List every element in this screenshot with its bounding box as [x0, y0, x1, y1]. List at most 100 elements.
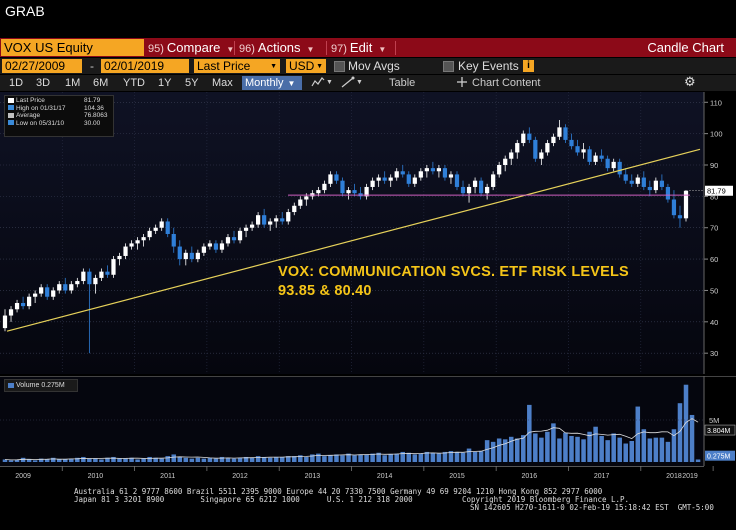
y-tick-label: 110	[710, 98, 722, 107]
volume-bar	[623, 443, 628, 462]
edit-number: 97)	[331, 43, 347, 55]
volume-bar	[533, 433, 538, 462]
volume-bar	[352, 455, 357, 462]
menu-divider	[326, 41, 327, 55]
range-3d[interactable]: 3D	[36, 77, 51, 89]
price-field-select[interactable]: Last Price ▼	[194, 59, 280, 73]
volume-bar	[460, 452, 466, 462]
volume-bar	[400, 451, 406, 462]
currency-select[interactable]: USD ▼	[286, 59, 326, 73]
chart-content-button[interactable]: Chart Content	[472, 77, 541, 89]
candle-body	[268, 221, 273, 225]
volume-bar	[689, 414, 695, 462]
volume-background	[0, 376, 704, 466]
range-max[interactable]: Max	[212, 77, 233, 89]
range-1m[interactable]: 1M	[65, 77, 81, 89]
candle-body	[382, 177, 387, 181]
mov-avgs-checkbox[interactable]	[334, 61, 345, 72]
draw-tool-icon[interactable]	[341, 76, 355, 92]
volume-bar	[629, 441, 635, 462]
volume-bar	[551, 423, 556, 462]
candle-body	[249, 224, 255, 228]
x-axis: 2009 2010 2011 2012 2013 2014 2015 2016 2017 2018…	[0, 466, 736, 486]
volume-bar	[273, 456, 279, 462]
candle-body	[201, 246, 206, 253]
range-ytd[interactable]: YTD	[123, 77, 145, 89]
ticker-field[interactable]: VOX US Equity	[1, 39, 144, 56]
volume-bar	[514, 438, 520, 462]
candle-body	[195, 252, 200, 260]
table-button[interactable]: Table	[389, 77, 416, 89]
actions-number: 96)	[239, 43, 255, 55]
volume-bar	[292, 456, 297, 462]
volume-bar	[539, 437, 544, 462]
volume-bar	[147, 456, 152, 462]
volume-bar	[677, 403, 683, 462]
volume-bar	[394, 453, 399, 462]
candle-body	[515, 143, 520, 153]
volume-bar	[177, 456, 183, 462]
y-axis: 30 40 50 60 70 80 90 100 110	[703, 92, 723, 374]
range-1y[interactable]: 1Y	[158, 77, 172, 89]
volume-bar	[599, 435, 604, 462]
volume-bar	[165, 456, 170, 462]
volume-bar	[484, 440, 490, 462]
candle-body	[436, 168, 442, 172]
volume-bar	[20, 457, 26, 462]
edit-button[interactable]: 97) Edit ▼	[331, 39, 386, 56]
actions-button[interactable]: 96) Actions ▼	[239, 39, 314, 56]
command-bar	[0, 38, 736, 57]
volume-chart[interactable]: 5M 3.804M 0.275M	[0, 376, 736, 466]
candle-body	[57, 284, 62, 291]
volume-bar	[448, 451, 454, 462]
annotation-line-2: 93.85 & 80.40	[278, 283, 372, 299]
candle-body	[45, 287, 50, 297]
candle-body	[183, 252, 188, 260]
volume-bar	[635, 406, 641, 462]
chevron-down-icon[interactable]: ▼	[356, 79, 363, 86]
end-date-field[interactable]: 02/01/2019	[101, 59, 189, 73]
candle-body	[460, 186, 466, 194]
key-events-checkbox[interactable]	[443, 61, 454, 72]
volume-bar	[69, 458, 74, 462]
range-1d[interactable]: 1D	[9, 77, 24, 89]
candle-body	[623, 174, 628, 181]
volume-bar	[56, 459, 62, 462]
volume-bar	[478, 451, 484, 462]
candle-body	[364, 186, 369, 197]
candle-body	[69, 284, 74, 291]
volume-bar	[153, 457, 158, 462]
volume-bar	[267, 457, 273, 462]
candle-body	[370, 180, 375, 187]
volume-bar	[388, 454, 393, 462]
price-field-value: Last Price	[197, 59, 251, 73]
range-6m[interactable]: 6M	[93, 77, 109, 89]
chevron-down-icon: ▼	[287, 79, 296, 88]
actions-label: Actions	[257, 40, 301, 55]
candle-body	[123, 246, 128, 256]
volume-bar	[237, 457, 243, 462]
volume-legend: Volume 0.275M	[4, 379, 78, 392]
chart-content-icon[interactable]	[456, 76, 468, 92]
candle-body	[219, 243, 225, 250]
line-chart-icon[interactable]	[311, 76, 325, 92]
info-icon[interactable]: i	[523, 60, 534, 72]
volume-bar	[683, 384, 689, 462]
candle-body	[605, 158, 610, 169]
chevron-down-icon[interactable]: ▼	[326, 79, 333, 86]
range-5y[interactable]: 5Y	[185, 77, 199, 89]
volume-bar	[671, 429, 677, 462]
candle-body	[593, 155, 598, 162]
volume-bar	[587, 431, 592, 462]
candle-body	[286, 212, 291, 222]
candle-body	[33, 293, 38, 297]
legend-row: Last Price 81.79	[8, 97, 110, 105]
candle-body	[569, 139, 574, 147]
start-date-field[interactable]: 02/27/2009	[2, 59, 82, 73]
candle-body	[117, 255, 122, 260]
frequency-select[interactable]: Monthly ▼	[242, 76, 302, 90]
legend-swatch	[8, 112, 14, 118]
compare-button[interactable]: 95) Compare ▼	[148, 39, 234, 56]
gear-icon[interactable]: ⚙	[684, 74, 696, 89]
price-chart[interactable]: 81.79 30 40 50 60 70 80 90 100 110	[0, 92, 736, 374]
